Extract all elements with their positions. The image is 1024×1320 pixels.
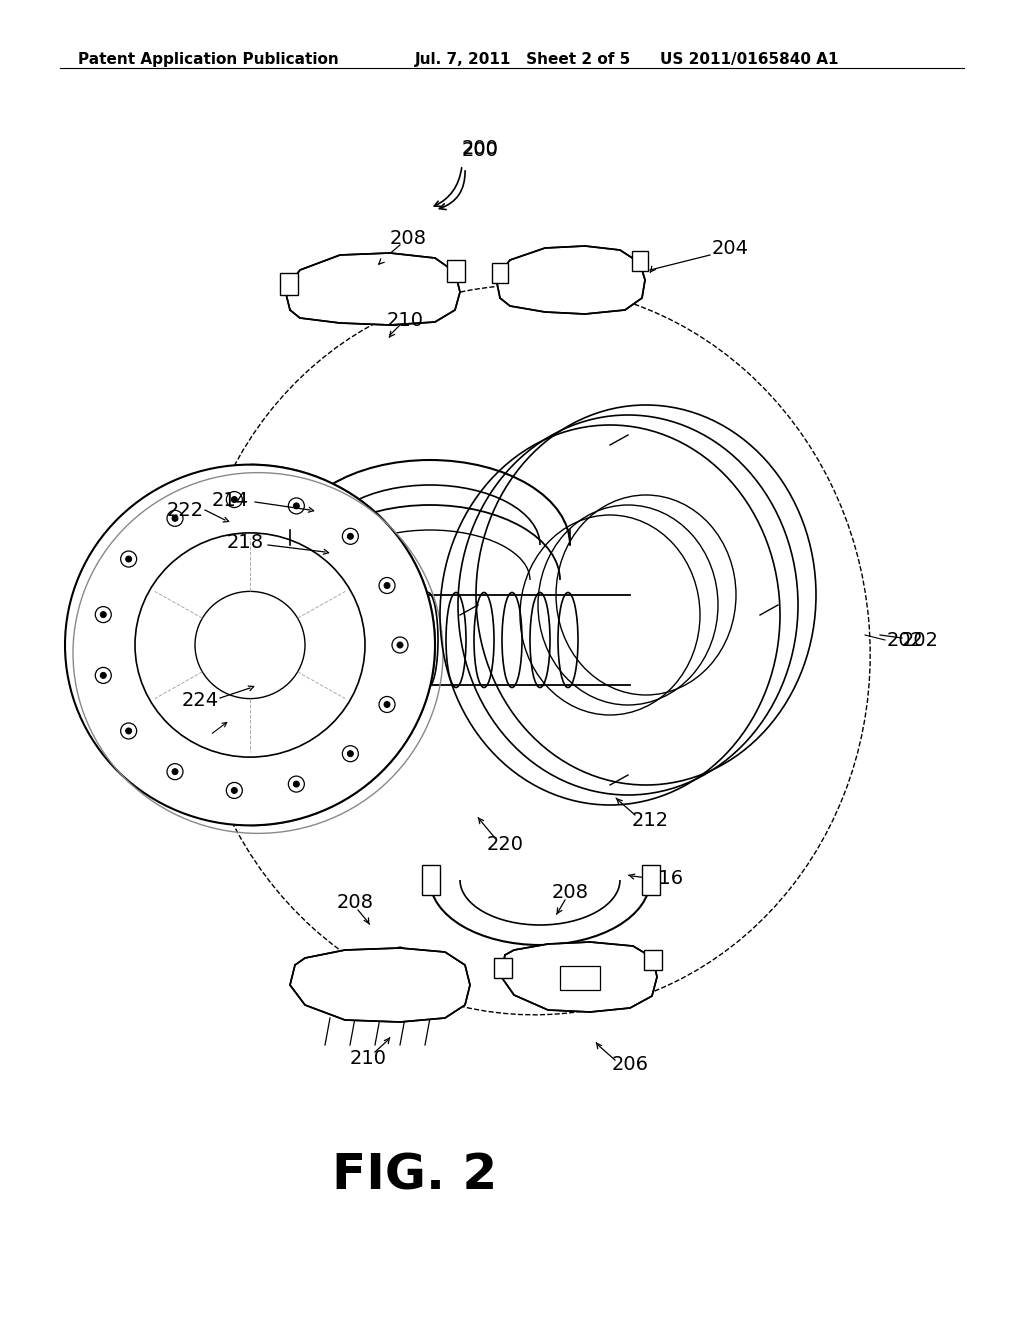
Circle shape <box>347 751 353 756</box>
Circle shape <box>231 788 238 793</box>
Text: 210: 210 <box>386 310 424 330</box>
Text: 202: 202 <box>901 631 939 649</box>
Circle shape <box>384 701 390 708</box>
Circle shape <box>347 533 353 540</box>
Text: 208: 208 <box>337 894 374 912</box>
Text: 220: 220 <box>486 836 523 854</box>
Text: Jul. 7, 2011   Sheet 2 of 5: Jul. 7, 2011 Sheet 2 of 5 <box>415 51 631 67</box>
Bar <box>644 950 662 970</box>
Text: 222: 222 <box>167 500 204 520</box>
Circle shape <box>384 582 390 589</box>
Circle shape <box>100 611 106 618</box>
Text: 224: 224 <box>181 690 218 710</box>
Text: 204: 204 <box>712 239 749 257</box>
Ellipse shape <box>65 465 435 825</box>
Text: 214: 214 <box>211 491 249 510</box>
Text: 200: 200 <box>462 139 499 157</box>
Bar <box>280 273 298 294</box>
Circle shape <box>172 768 178 775</box>
Bar <box>492 263 508 282</box>
Bar <box>642 865 660 895</box>
Text: 202: 202 <box>887 631 924 649</box>
Text: 216: 216 <box>646 869 684 887</box>
Polygon shape <box>500 942 657 1012</box>
Circle shape <box>172 515 178 521</box>
Bar <box>494 958 512 978</box>
Circle shape <box>126 727 132 734</box>
Bar <box>422 865 440 895</box>
Text: 212: 212 <box>632 810 669 829</box>
Circle shape <box>126 556 132 562</box>
Text: 200: 200 <box>462 140 499 160</box>
Polygon shape <box>496 246 645 314</box>
Bar <box>447 260 465 282</box>
Bar <box>560 966 600 990</box>
Text: 210: 210 <box>349 1048 386 1068</box>
Polygon shape <box>290 948 470 1022</box>
Text: 206: 206 <box>611 1056 648 1074</box>
Circle shape <box>100 672 106 678</box>
Polygon shape <box>285 253 460 325</box>
Circle shape <box>293 503 299 510</box>
Circle shape <box>231 496 238 503</box>
Circle shape <box>397 642 403 648</box>
Circle shape <box>293 781 299 787</box>
Text: US 2011/0165840 A1: US 2011/0165840 A1 <box>660 51 839 67</box>
Text: 208: 208 <box>552 883 589 903</box>
Bar <box>632 251 648 271</box>
Text: FIG. 2: FIG. 2 <box>333 1151 498 1199</box>
Text: 208: 208 <box>389 228 427 248</box>
Text: 218: 218 <box>226 532 263 552</box>
Text: Patent Application Publication: Patent Application Publication <box>78 51 339 67</box>
